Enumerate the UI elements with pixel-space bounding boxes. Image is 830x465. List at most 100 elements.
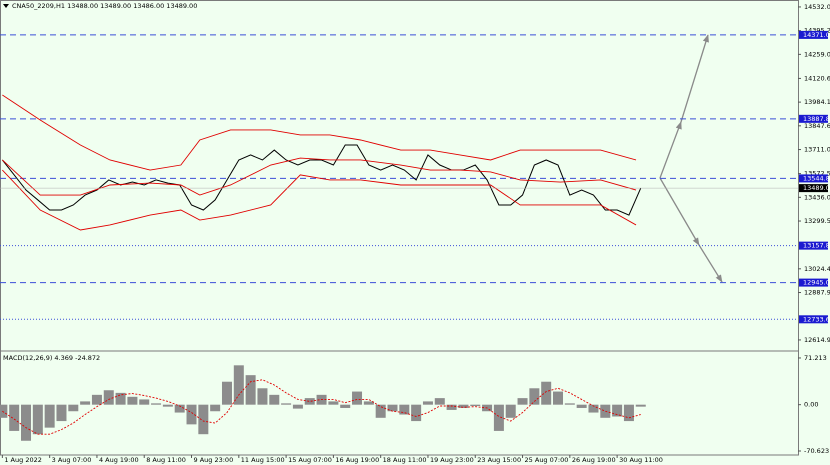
macd-bar xyxy=(340,404,351,408)
macd-bar xyxy=(352,391,363,405)
macd-bar xyxy=(210,404,221,412)
macd-bar xyxy=(257,388,268,405)
y-tick-label: -70.623 xyxy=(804,447,829,455)
level-label-box xyxy=(799,174,828,183)
x-tick-label: 3 Aug 07:00 xyxy=(52,456,92,464)
macd-bar xyxy=(399,404,410,415)
y-tick-label: 14532.00 xyxy=(804,3,830,11)
macd-bar xyxy=(458,404,469,408)
macd-bar xyxy=(434,398,445,405)
macd-bar xyxy=(612,404,623,417)
x-tick-label: 30 Aug 11:00 xyxy=(619,456,663,464)
x-tick-label: 25 Aug 07:00 xyxy=(525,456,569,464)
price-line xyxy=(1,144,642,216)
macd-bar xyxy=(233,365,244,405)
level-label: 12945.04 xyxy=(803,279,830,287)
macd-bar xyxy=(281,403,292,405)
y-tick-label: 13711.00 xyxy=(804,146,830,154)
level-label-box xyxy=(799,30,828,39)
macd-bar xyxy=(80,401,91,405)
macd-bar xyxy=(269,394,280,405)
x-tick-label: 16 Aug 19:00 xyxy=(335,456,379,464)
macd-bar xyxy=(0,404,8,418)
macd-bar xyxy=(411,404,422,422)
x-tick-label: 18 Aug 11:00 xyxy=(383,456,427,464)
macd-bar xyxy=(292,404,303,409)
plot-frame xyxy=(0,0,799,456)
macd-bar xyxy=(576,404,587,408)
macd-bar xyxy=(304,398,315,405)
level-label-box xyxy=(799,241,828,250)
x-tick-label: 1 Aug 2022 xyxy=(4,456,42,464)
level-label-box xyxy=(799,114,828,123)
macd-bar xyxy=(517,398,528,405)
macd-bar xyxy=(103,390,114,405)
menu-triangle xyxy=(3,4,9,8)
macd-bar xyxy=(44,404,55,428)
macd-bar xyxy=(221,381,232,405)
level-label-box xyxy=(799,315,828,324)
macd-bar xyxy=(115,392,126,405)
x-tick-label: 15 Aug 07:00 xyxy=(288,456,332,464)
last-price-box xyxy=(799,184,828,193)
macd-signal xyxy=(2,379,641,435)
level-label: 13887.88 xyxy=(803,115,830,123)
macd-bar xyxy=(363,401,374,405)
macd-bar xyxy=(151,403,162,405)
macd-bar xyxy=(470,404,481,406)
y-tick-label: 71.213 xyxy=(804,354,827,362)
macd-bar xyxy=(162,404,173,407)
x-tick-label: 4 Aug 19:00 xyxy=(99,456,139,464)
x-tick-label: 11 Aug 15:00 xyxy=(241,456,285,464)
y-tick-label: 14259.00 xyxy=(804,50,830,58)
macd-bar xyxy=(186,404,197,425)
macd-bar xyxy=(446,404,457,410)
band-line xyxy=(2,157,637,196)
y-tick-label: 13847.60 xyxy=(804,122,830,130)
y-tick-label: 12614.90 xyxy=(804,336,830,344)
y-tick-label: 13436.00 xyxy=(804,193,830,201)
bear-scenario-arrow xyxy=(659,177,723,283)
macd-bar xyxy=(564,403,575,405)
macd-bar xyxy=(600,404,611,418)
symbol-header: CNA50_2209,H1 13488.00 13489.00 13486.00… xyxy=(12,2,197,10)
macd-bar xyxy=(91,394,102,405)
level-label: 13157.84 xyxy=(803,242,830,250)
band-line xyxy=(2,169,637,231)
x-tick-label: 9 Aug 23:00 xyxy=(194,456,234,464)
macd-bar xyxy=(174,404,185,413)
level-label: 13544.84 xyxy=(803,174,830,182)
macd-bar xyxy=(198,404,209,435)
last-price-label: 13489.00 xyxy=(803,184,830,192)
y-tick-label: 12887.90 xyxy=(804,289,830,297)
macd-bar xyxy=(635,404,646,407)
x-tick-label: 19 Aug 23:00 xyxy=(430,456,474,464)
macd-bar xyxy=(623,404,634,422)
y-tick-label: 13299.50 xyxy=(804,217,830,225)
macd-bar xyxy=(32,404,43,435)
macd-bar xyxy=(9,404,20,431)
macd-bar xyxy=(387,404,398,412)
macd-bar xyxy=(375,404,386,418)
macd-bar xyxy=(553,391,564,405)
chart-layer: 14532.00 14395.25 14259.00 14120.60 13984.10… xyxy=(0,3,830,464)
x-tick-label: 8 Aug 11:00 xyxy=(146,456,186,464)
macd-bar xyxy=(127,396,138,405)
x-tick-label: 26 Aug 19:00 xyxy=(572,456,616,464)
macd-bar xyxy=(139,399,150,405)
macd-bar xyxy=(328,401,339,405)
macd-bar xyxy=(541,381,552,405)
level-label: 14371.05 xyxy=(803,31,830,39)
macd-bar xyxy=(588,404,599,413)
macd-bar xyxy=(422,401,433,405)
macd-header: MACD(12,26,9) 4.369 -24.872 xyxy=(3,354,100,362)
y-tick-label: 14120.60 xyxy=(804,74,830,82)
y-tick-label: 13024.40 xyxy=(804,265,830,273)
macd-bar xyxy=(245,375,256,405)
macd-bar xyxy=(56,404,67,422)
level-label: 12733.68 xyxy=(803,315,830,323)
macd-bar xyxy=(529,388,540,405)
macd-bar xyxy=(68,404,79,412)
bull-scenario-arrow xyxy=(659,34,709,179)
